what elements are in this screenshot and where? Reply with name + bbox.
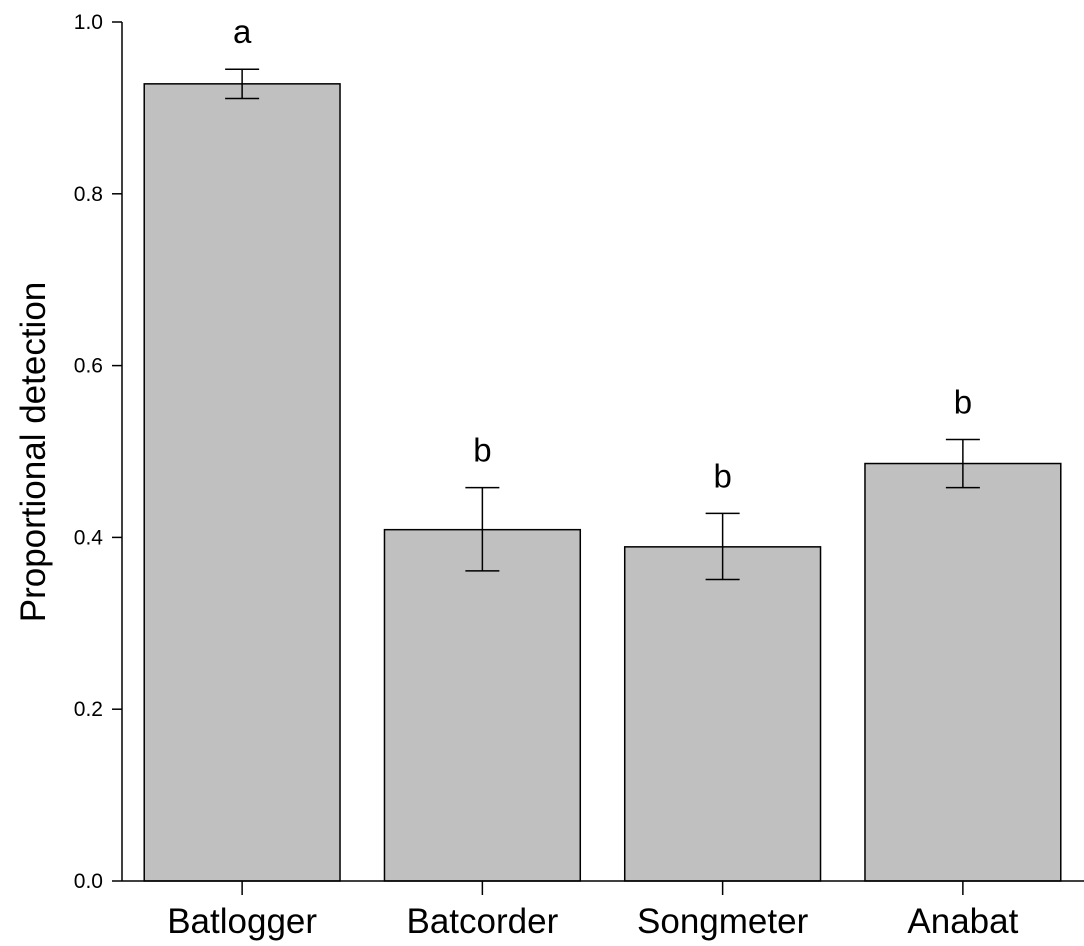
y-tick-label: 0.6 xyxy=(74,355,103,378)
x-tick-label: Batcorder xyxy=(407,902,559,941)
y-tick-label: 1.0 xyxy=(74,11,103,34)
y-tick-label: 0.4 xyxy=(74,526,104,549)
bar-songmeter xyxy=(623,546,822,882)
significance-label: a xyxy=(233,13,252,50)
y-tick-label: 0.8 xyxy=(74,183,103,206)
y-tick-label: 0.0 xyxy=(74,870,103,893)
significance-label: b xyxy=(713,457,731,494)
bars-group: a b b b xyxy=(143,13,1062,882)
x-tick-label: Songmeter xyxy=(637,902,809,941)
bar-batcorder xyxy=(383,528,582,882)
y-axis: 0.0 0.2 0.4 0.6 0.8 1.0 xyxy=(74,11,123,893)
y-axis-title: Proportional detection xyxy=(14,282,53,623)
significance-label: b xyxy=(473,432,491,469)
bar-batlogger xyxy=(143,83,341,882)
x-axis: Batlogger Batcorder Songmeter Anabat xyxy=(122,880,1084,941)
bar-anabat xyxy=(864,462,1062,882)
significance-label: b xyxy=(954,383,972,420)
x-tick-label: Batlogger xyxy=(167,902,317,941)
y-tick-label: 0.2 xyxy=(74,698,103,721)
x-tick-label: Anabat xyxy=(907,902,1018,941)
